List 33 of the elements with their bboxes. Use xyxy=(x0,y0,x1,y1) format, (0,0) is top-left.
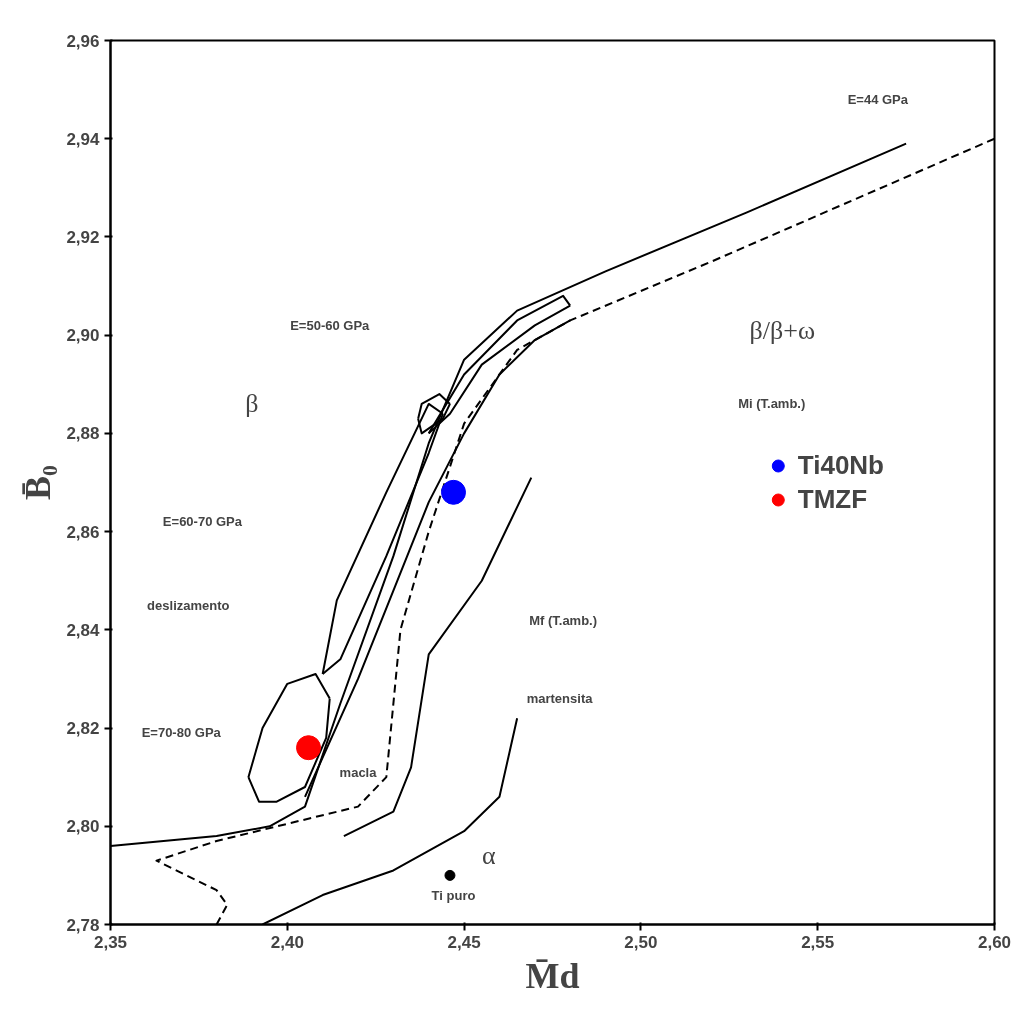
y-axis-title: B̄₀ xyxy=(18,465,59,500)
annotation: macla xyxy=(339,764,378,780)
x-tick-label: 2,50 xyxy=(624,932,658,952)
x-tick-label: 2,45 xyxy=(447,932,481,952)
annotation: E=50-60 GPa xyxy=(290,317,371,333)
annotation: deslizamento xyxy=(147,597,230,613)
annotation: E=70-80 GPa xyxy=(141,725,222,741)
annotation: E=60-70 GPa xyxy=(162,513,243,529)
y-tick-label: 2,92 xyxy=(66,227,100,247)
x-tick-label: 2,60 xyxy=(977,932,1012,952)
y-tick-label: 2,96 xyxy=(66,31,100,51)
legend-label: TMZF xyxy=(797,483,868,515)
y-tick-label: 2,80 xyxy=(66,817,100,837)
y-tick-label: 2,84 xyxy=(66,620,101,640)
annotation: α xyxy=(482,841,497,871)
annotation: martensita xyxy=(526,690,594,706)
x-tick-label: 2,55 xyxy=(801,932,835,952)
x-tick-label: 2,35 xyxy=(93,932,128,952)
annotation: E=44 GPa xyxy=(847,92,909,108)
annotation: Ti puro xyxy=(431,887,476,903)
annotation: β xyxy=(245,389,259,419)
y-tick-label: 2,82 xyxy=(66,719,100,739)
annotation: β/β+ω xyxy=(749,315,816,345)
legend-label: Ti40Nb xyxy=(797,449,884,481)
y-tick-label: 2,90 xyxy=(66,326,100,346)
x-tick-label: 2,40 xyxy=(270,932,304,952)
y-tick-label: 2,94 xyxy=(66,129,101,149)
annotation: Mf (T.amb.) xyxy=(529,612,598,628)
y-tick-label: 2,78 xyxy=(66,915,100,935)
y-tick-label: 2,86 xyxy=(66,522,100,542)
x-axis-title: M̄d xyxy=(525,955,580,996)
y-tick-label: 2,88 xyxy=(66,424,100,444)
annotation: Mi (T.amb.) xyxy=(738,396,806,412)
